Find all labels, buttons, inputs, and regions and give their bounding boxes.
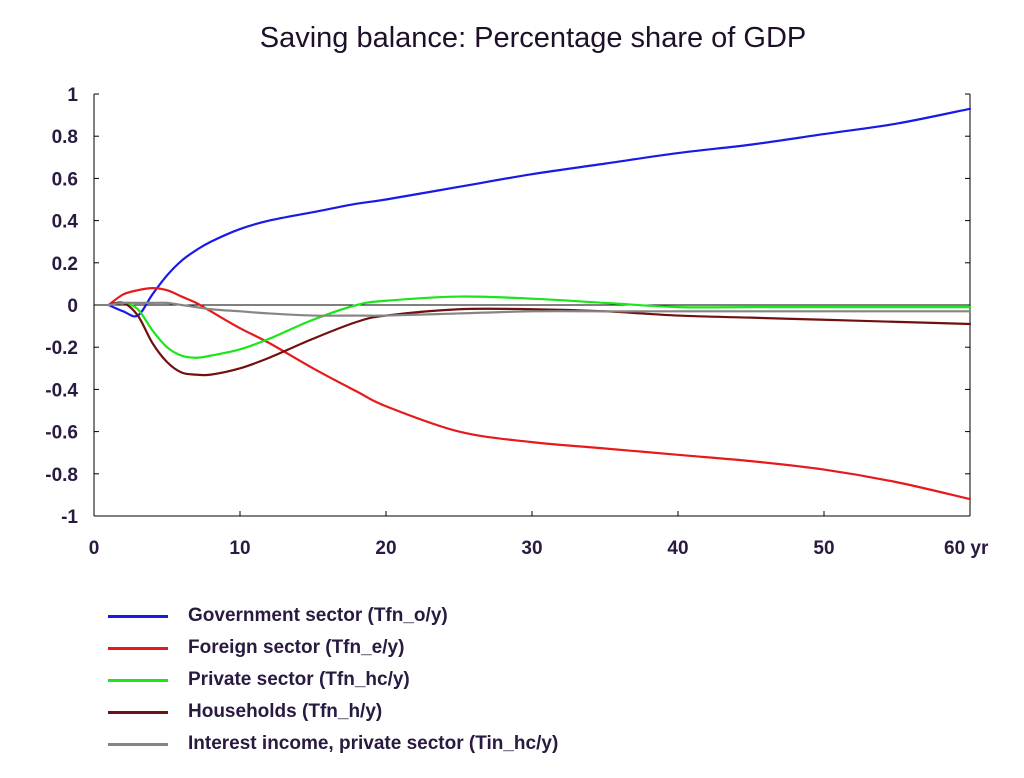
legend: Government sector (Tfn_o/y) Foreign secto… bbox=[108, 600, 558, 760]
legend-item: Interest income, private sector (Tin_hc/… bbox=[108, 728, 558, 760]
legend-item: Foreign sector (Tfn_e/y) bbox=[108, 632, 558, 664]
y-tick-label: -0.6 bbox=[45, 423, 78, 444]
legend-item: Households (Tfn_h/y) bbox=[108, 696, 558, 728]
chart-title: Saving balance: Percentage share of GDP bbox=[259, 22, 807, 54]
y-tick-label: 0.2 bbox=[52, 254, 78, 275]
series-line-5 bbox=[107, 301, 972, 317]
series-line-4 bbox=[107, 301, 972, 377]
x-tick-label: 40 bbox=[667, 538, 688, 559]
legend-swatch bbox=[108, 614, 168, 618]
x-tick-label: 60 yr bbox=[944, 538, 989, 559]
line-chart: 1 0.8 0.6 0.4 0.2 0 -0.2 -0.4 -0.6 -0.8 -1 0 10 20 30 4… bbox=[45, 85, 989, 559]
legend-label: Households (Tfn_h/y) bbox=[188, 701, 383, 722]
legend-swatch bbox=[108, 742, 168, 746]
legend-label: Foreign sector (Tfn_e/y) bbox=[188, 637, 405, 658]
axes bbox=[93, 93, 971, 517]
tick-labels: 1 0.8 0.6 0.4 0.2 0 -0.2 -0.4 -0.6 -0.8 -1 0 10 20 30 4… bbox=[45, 85, 989, 559]
series-line-2 bbox=[107, 287, 972, 501]
y-tick-label: -0.2 bbox=[45, 338, 78, 359]
x-tick-label: 20 bbox=[375, 538, 396, 559]
y-tick-label: 1 bbox=[67, 85, 78, 106]
y-tick-label: 0.6 bbox=[52, 169, 78, 190]
legend-label: Private sector (Tfn_hc/y) bbox=[188, 669, 410, 690]
legend-label: Government sector (Tfn_o/y) bbox=[188, 605, 448, 626]
y-tick-label: 0.4 bbox=[52, 212, 79, 233]
y-tick-label: 0.8 bbox=[52, 127, 78, 148]
legend-item: Private sector (Tfn_hc/y) bbox=[108, 664, 558, 696]
x-tick-label: 30 bbox=[521, 538, 542, 559]
x-tick-label: 10 bbox=[229, 538, 250, 559]
y-tick-label: -1 bbox=[61, 507, 78, 528]
legend-swatch bbox=[108, 710, 168, 714]
x-tick-label: 0 bbox=[89, 538, 100, 559]
y-tick-label: 0 bbox=[67, 296, 78, 317]
series-lines bbox=[107, 107, 972, 501]
legend-swatch bbox=[108, 678, 168, 682]
series-line-3 bbox=[107, 295, 972, 359]
legend-item: Government sector (Tfn_o/y) bbox=[108, 600, 558, 632]
series-line-1 bbox=[107, 107, 972, 318]
y-tick-label: -0.4 bbox=[45, 380, 78, 401]
legend-label: Interest income, private sector (Tin_hc/… bbox=[188, 733, 559, 754]
x-tick-label: 50 bbox=[813, 538, 834, 559]
y-tick-label: -0.8 bbox=[45, 465, 78, 486]
legend-swatch bbox=[108, 646, 168, 650]
